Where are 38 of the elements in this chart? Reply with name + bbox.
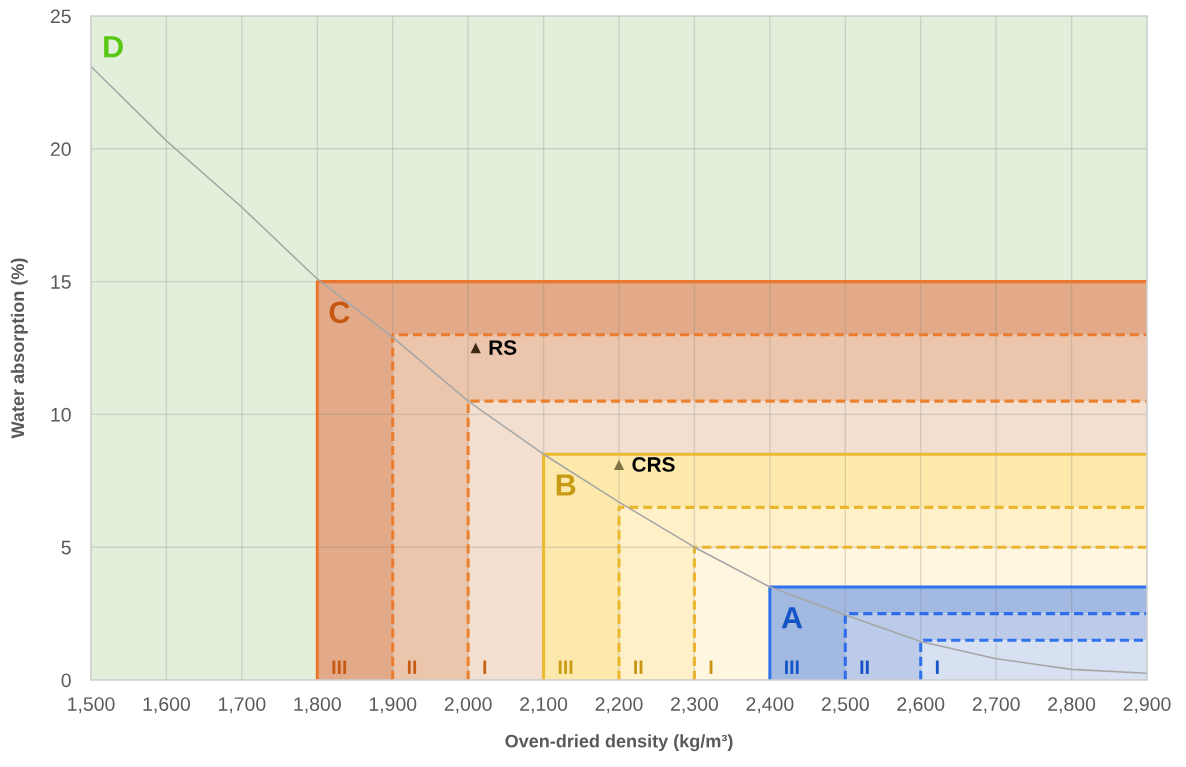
x-tick-label: 2,100	[520, 697, 568, 714]
y-tick-label: 15	[51, 275, 71, 289]
annotation: C	[329, 301, 350, 324]
x-tick-label: 2,200	[595, 697, 643, 714]
annotation: B	[556, 474, 576, 496]
series-label: I	[935, 660, 939, 674]
annotation: A	[781, 607, 803, 629]
x-tick-label: 2,800	[1048, 697, 1096, 714]
x-tick-label: 2,700	[972, 697, 1020, 714]
x-tick-label: 1,700	[219, 697, 266, 714]
series-label: II	[634, 660, 643, 674]
x-tick-label: 1,900	[369, 697, 417, 714]
series-label: II	[407, 660, 417, 674]
series-label: I	[483, 660, 487, 674]
x-axis-title: Oven-dried density (kg/m³)	[505, 734, 733, 752]
x-tick-label: 1,500	[68, 697, 115, 714]
annotation: D	[104, 36, 123, 58]
y-tick-label: 20	[50, 142, 71, 157]
x-tick-label: 1,600	[143, 697, 190, 714]
x-tick-label: 2,300	[671, 697, 718, 714]
x-tick-label: 2,000	[444, 697, 492, 714]
y-tick-label: 0	[61, 673, 71, 688]
x-tick-label: 2,400	[746, 697, 794, 714]
series-label: III	[558, 660, 573, 674]
series-label: CRS	[632, 457, 675, 472]
y-tick-label: 25	[50, 9, 71, 24]
series-label: I	[709, 660, 713, 674]
x-tick-label: 2,500	[821, 697, 869, 714]
series-label: III	[785, 660, 799, 674]
x-tick-label: 2,600	[897, 697, 945, 714]
series-label: RS	[489, 340, 517, 355]
y-tick-label: 10	[51, 407, 71, 422]
y-tick-label: 5	[61, 540, 71, 555]
x-tick-label: 1,800	[294, 697, 341, 714]
x-tick-label: 2,900	[1123, 697, 1171, 714]
series-label: II	[860, 660, 869, 674]
y-axis-title: Water absorption (%)	[10, 258, 28, 439]
series-label: III	[332, 660, 347, 674]
